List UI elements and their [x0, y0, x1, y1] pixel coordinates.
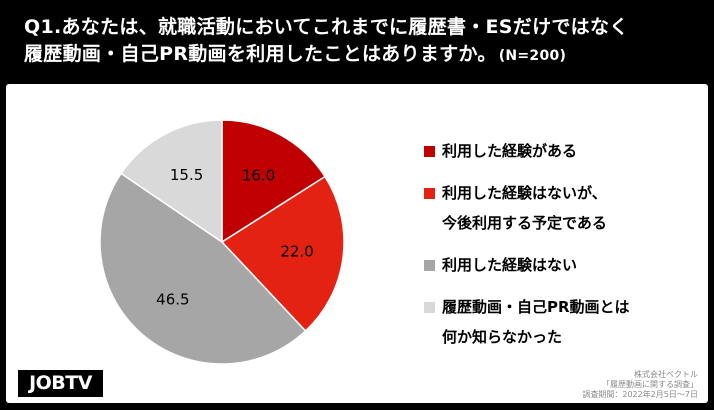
- legend-label-line: 利用した経験はないが、: [442, 184, 607, 202]
- pie-label-did-not-know: 15.5: [170, 166, 203, 184]
- source-survey-period: 調査期間：2022年2月5日〜7日: [582, 390, 698, 399]
- pie-slice-used: [221, 119, 327, 244]
- chart-panel: 16.0 22.0 46.5 15.5 利用した経験がある 利用した経験はないが、 今…: [6, 84, 708, 403]
- legend-label-line: 今後利用する予定である: [442, 214, 607, 232]
- legend-swatch-plan-to-use: [424, 188, 435, 199]
- legend-item-used: 利用した経験がある: [424, 136, 704, 166]
- legend-swatch-not-used: [424, 260, 435, 271]
- legend-swatch-did-not-know: [424, 302, 435, 313]
- legend-label-line: 利用した経験がある: [442, 142, 578, 160]
- source-note: 株式会社ベクトル 「履歴動画に関する調査」 調査期間：2022年2月5日〜7日: [582, 370, 698, 400]
- legend-label-used: 利用した経験がある: [442, 136, 577, 166]
- pie-label-used: 16.0: [242, 167, 275, 185]
- title-line-1: Q1.あなたは、就職活動においてこれまでに履歴書・ESだけではなく: [24, 16, 629, 38]
- pie-slice-did-not-know: [120, 119, 223, 244]
- legend-label-line: 利用した経験はない: [442, 256, 578, 274]
- source-company: 株式会社ベクトル: [634, 370, 698, 379]
- jobtv-logo: JOBTV: [18, 370, 103, 397]
- legend-item-not-used: 利用した経験はない: [424, 250, 704, 280]
- legend-label-line: 履歴動画・自己PR動画とは: [442, 298, 630, 316]
- legend-item-did-not-know: 履歴動画・自己PR動画とは 何か知らなかった: [424, 292, 704, 352]
- legend-label-line: 何か知らなかった: [442, 328, 563, 346]
- pie-label-plan-to-use: 22.0: [280, 242, 313, 260]
- chart-title: Q1.あなたは、就職活動においてこれまでに履歴書・ESだけではなく 履歴動画・自…: [0, 0, 714, 82]
- pie-slice-plan-to-use: [220, 175, 345, 332]
- legend-label-not-used: 利用した経験はない: [442, 250, 577, 280]
- pie-slice-not-used: [99, 172, 307, 365]
- source-survey-name: 「履歴動画に関する調査」: [602, 380, 698, 389]
- legend-label-did-not-know: 履歴動画・自己PR動画とは 何か知らなかった: [442, 292, 630, 352]
- legend-swatch-used: [424, 146, 435, 157]
- title-line-2-text: 履歴動画・自己PR動画を利用したことはありますか。: [24, 43, 497, 65]
- pie-chart: 16.0 22.0 46.5 15.5: [99, 119, 345, 365]
- pie-label-not-used: 46.5: [156, 291, 189, 309]
- legend-label-plan-to-use: 利用した経験はないが、 今後利用する予定である: [442, 178, 607, 238]
- legend-item-plan-to-use: 利用した経験はないが、 今後利用する予定である: [424, 178, 704, 238]
- sample-size-label: (N=200): [498, 48, 567, 64]
- title-line-2: 履歴動画・自己PR動画を利用したことはありますか。 (N=200): [24, 41, 690, 70]
- legend: 利用した経験がある 利用した経験はないが、 今後利用する予定である 利用した経験…: [424, 136, 704, 364]
